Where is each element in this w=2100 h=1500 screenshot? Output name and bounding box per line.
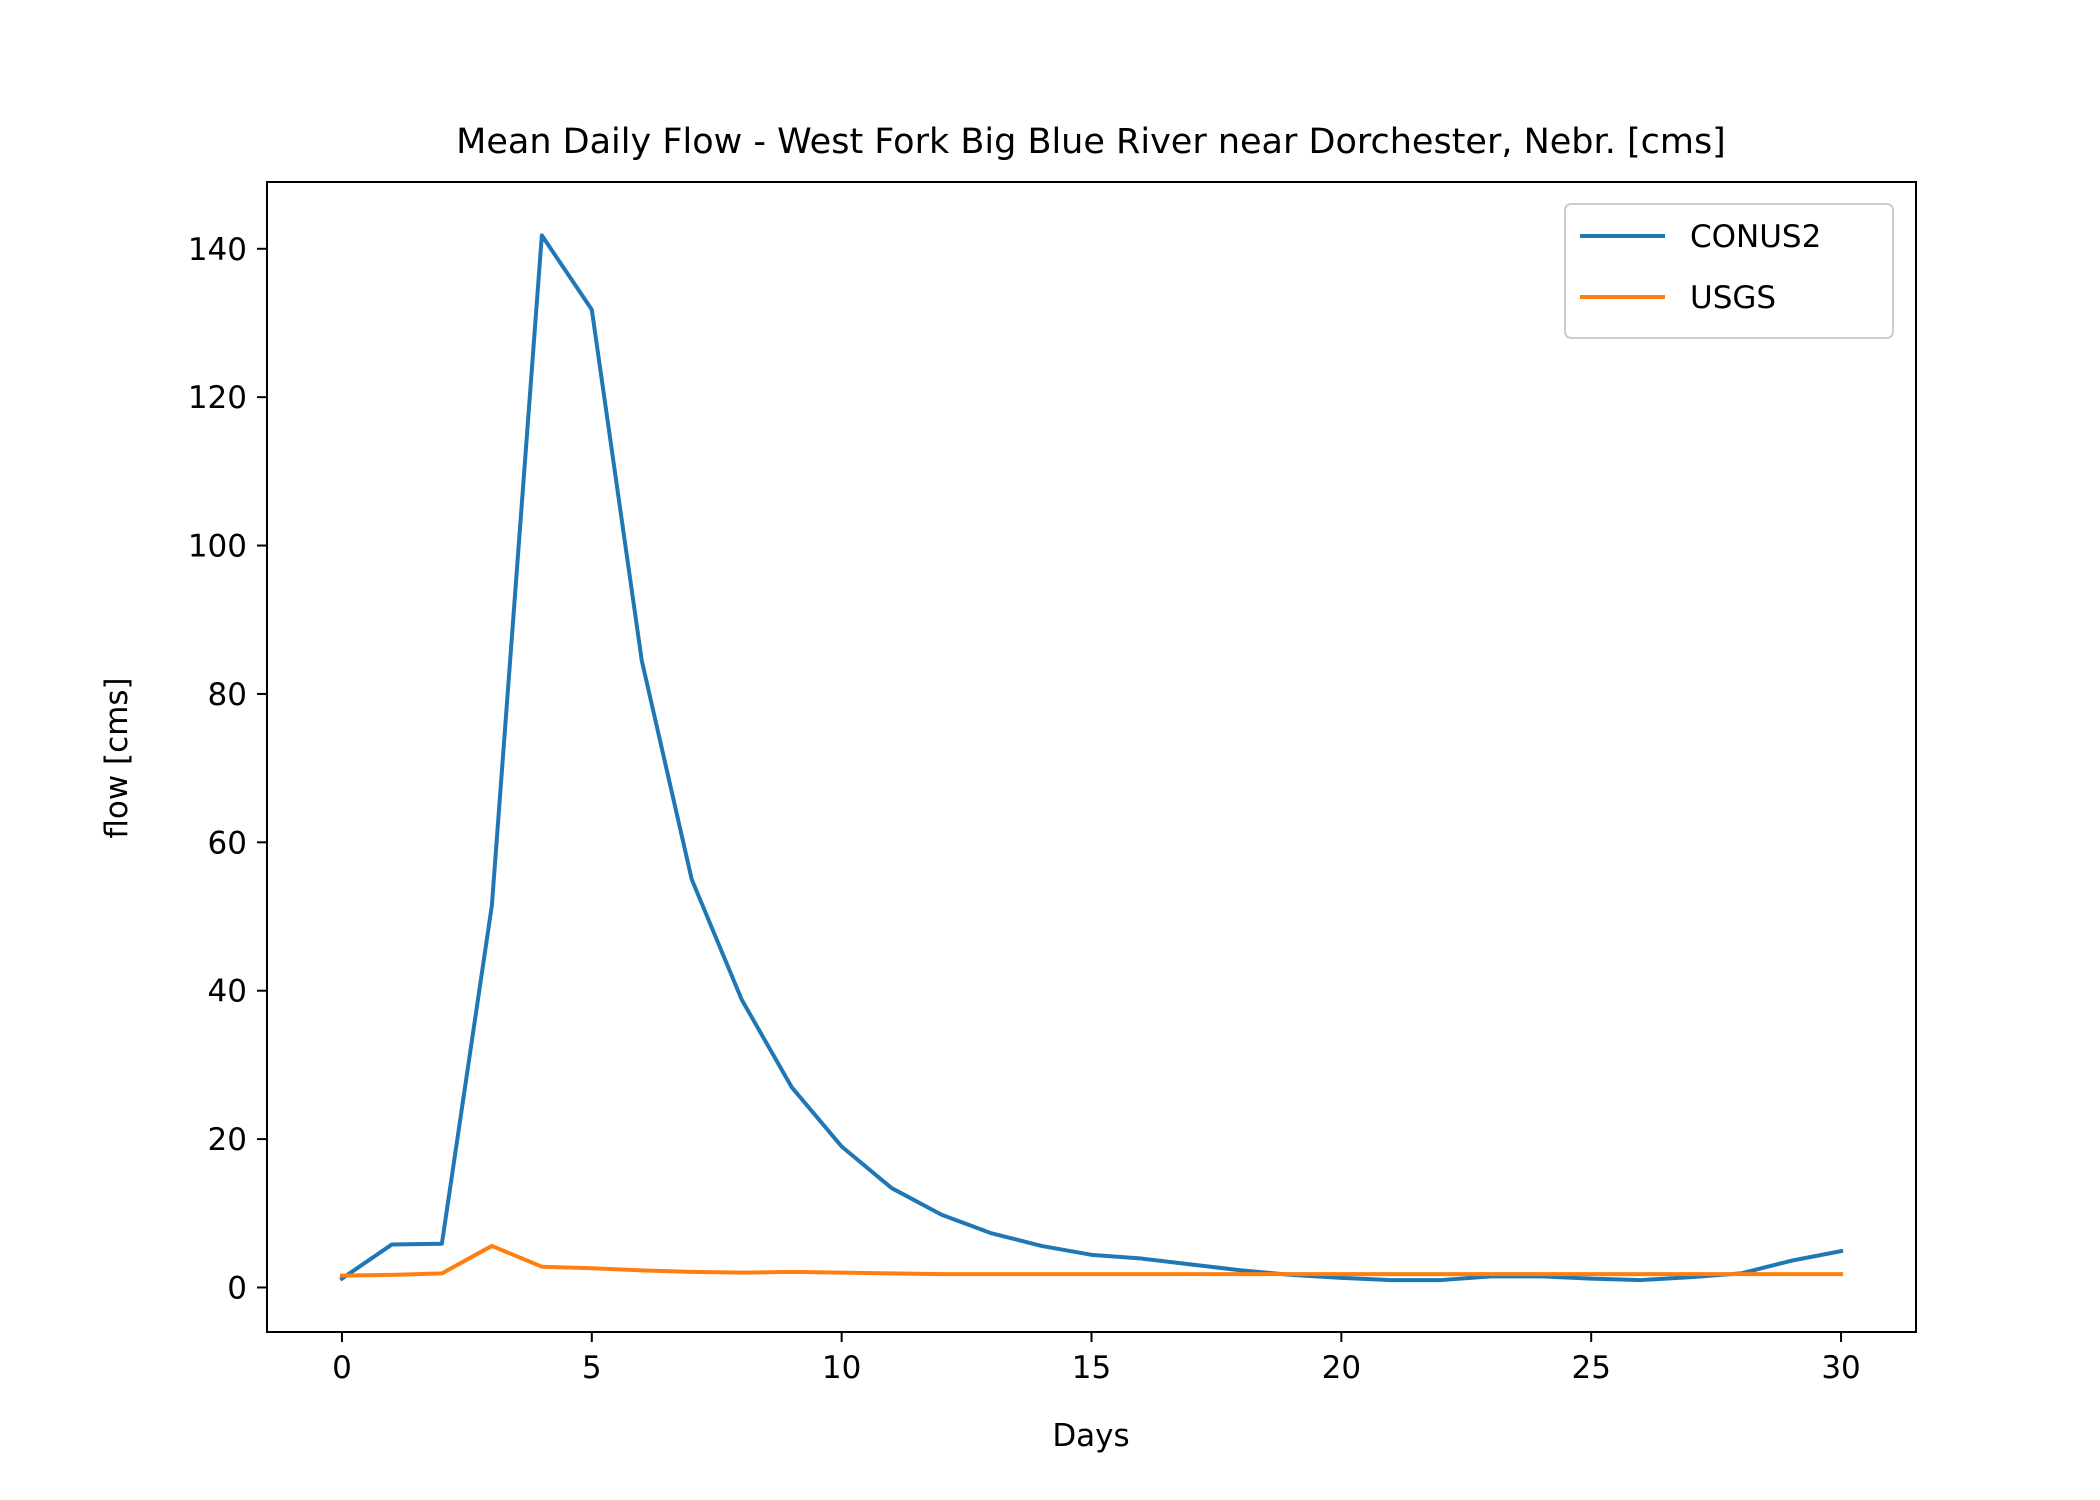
x-tick-label: 15 bbox=[1072, 1350, 1111, 1386]
x-tick-label: 0 bbox=[332, 1350, 352, 1386]
y-tick-label: 20 bbox=[208, 1122, 247, 1158]
legend-label-usgs: USGS bbox=[1690, 280, 1776, 316]
series-line-conus2 bbox=[339, 233, 1844, 1283]
legend-label-conus2: CONUS2 bbox=[1690, 219, 1821, 255]
y-tick-label: 120 bbox=[188, 380, 247, 416]
x-tick-label: 20 bbox=[1322, 1350, 1361, 1386]
x-tick-label: 10 bbox=[822, 1350, 861, 1386]
chart-title: Mean Daily Flow - West Fork Big Blue Riv… bbox=[456, 122, 1726, 162]
legend: CONUS2 USGS bbox=[1564, 203, 1894, 339]
y-tick-label: 60 bbox=[208, 825, 247, 861]
y-tick-label: 40 bbox=[208, 974, 247, 1010]
x-tick-label: 5 bbox=[582, 1350, 602, 1386]
x-axis: 0 5 10 15 20 25 30 bbox=[332, 1332, 1861, 1386]
x-tick-label: 25 bbox=[1571, 1350, 1610, 1386]
y-tick-label: 140 bbox=[188, 232, 247, 268]
series-layer bbox=[339, 233, 1844, 1283]
y-tick-label: 80 bbox=[208, 677, 247, 713]
plot-area bbox=[266, 181, 1917, 1333]
y-tick-label: 0 bbox=[227, 1270, 247, 1306]
x-axis-label: Days bbox=[1052, 1418, 1129, 1454]
y-axis-label: flow [cms] bbox=[99, 677, 135, 838]
y-axis: 0 20 40 60 80 100 120 140 bbox=[188, 232, 267, 1306]
y-tick-label: 100 bbox=[188, 529, 247, 565]
series-line-usgs bbox=[339, 1243, 1844, 1278]
x-tick-label: 30 bbox=[1821, 1350, 1860, 1386]
